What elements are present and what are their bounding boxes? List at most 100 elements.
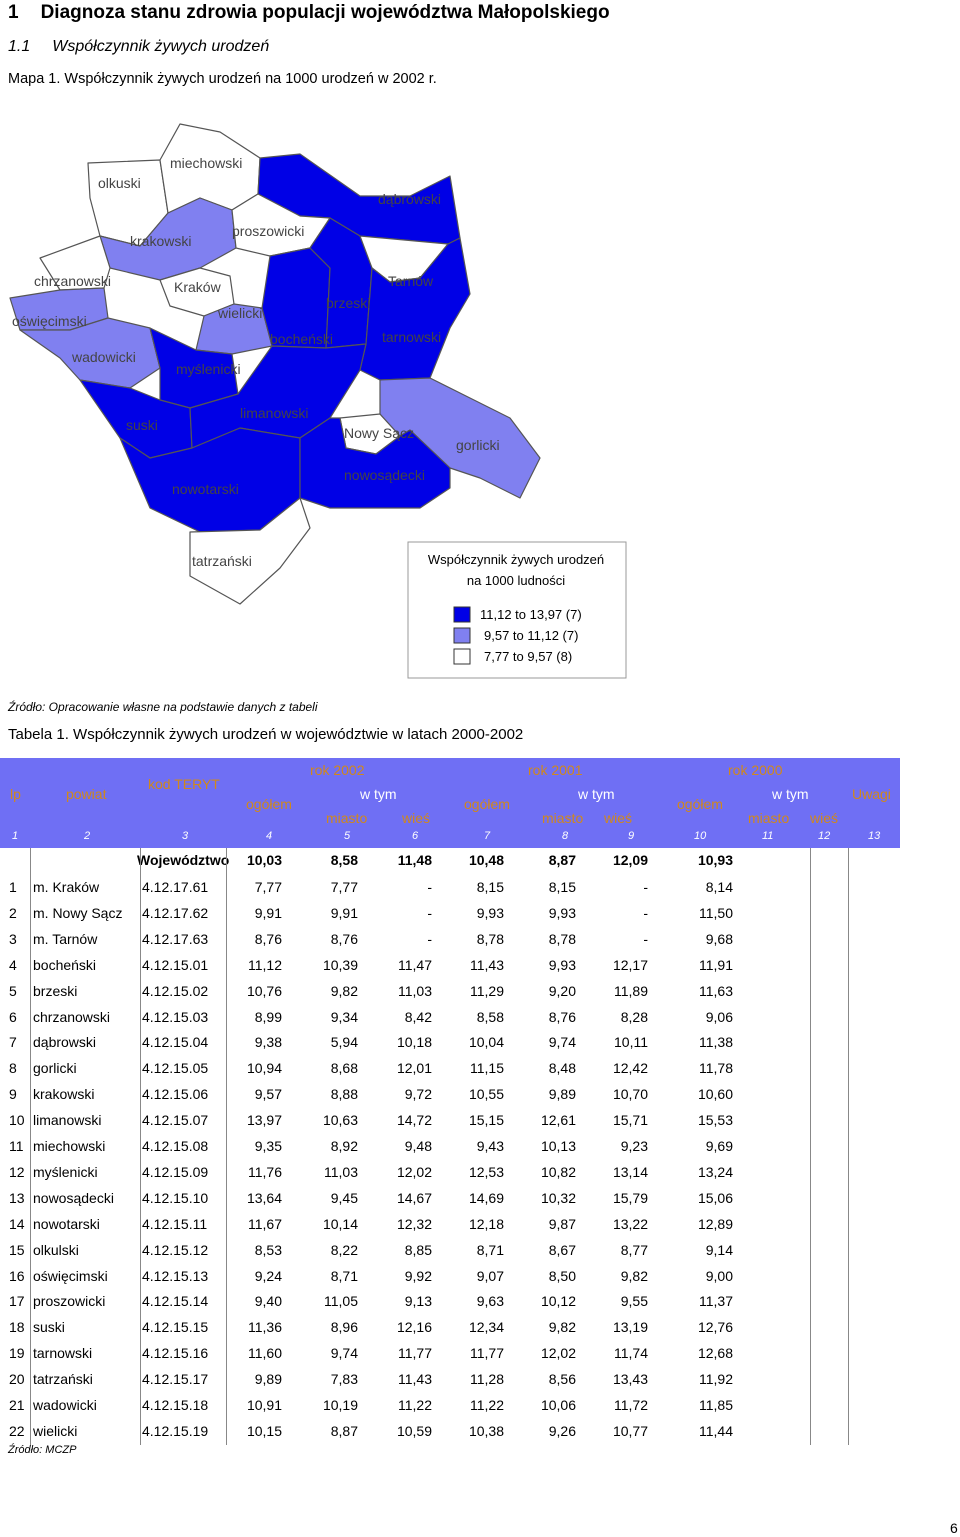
map-label: wielicki xyxy=(217,305,262,321)
table-row: 6 chrzanowski 4.12.15.03 8,99 9,34 8,42 8,58 8,… xyxy=(0,1005,900,1031)
cell-value: 11,67 xyxy=(248,1215,282,1232)
cell-value: 8,58 xyxy=(476,1008,504,1025)
cell-powiat: nowosądecki xyxy=(33,1189,114,1206)
header-miasto: miasto xyxy=(326,810,368,826)
cell-value: 11,50 xyxy=(699,904,733,921)
cell-value: 13,43 xyxy=(612,1371,648,1388)
table-row: 20 tatrzański 4.12.15.17 9,89 7,83 11,43 11,28… xyxy=(0,1367,900,1393)
col-number: 13 xyxy=(868,830,881,842)
cell-lp: 21 xyxy=(9,1397,25,1413)
cell-value: 8,76 xyxy=(548,1008,576,1025)
cell-powiat: olkulski xyxy=(33,1241,79,1258)
cell-value: 11,12 xyxy=(248,956,282,973)
cell-value: 10,14 xyxy=(322,1215,358,1232)
cell-value: 9,14 xyxy=(705,1241,733,1258)
cell-kod: 4.12.15.10 xyxy=(142,1189,209,1206)
map-label: bocheński xyxy=(270,331,333,347)
cell-value: - xyxy=(427,879,432,895)
map-label: suski xyxy=(126,417,158,433)
cell-value: 14,69 xyxy=(468,1189,504,1206)
header-wies: wieś xyxy=(810,810,839,826)
legend-item: 7,77 to 9,57 (8) xyxy=(484,649,572,664)
cell-value: 8,96 xyxy=(330,1319,358,1336)
cell-value: 9,82 xyxy=(330,982,358,999)
cell-value: 8,28 xyxy=(620,1008,648,1025)
cell-value: 9,40 xyxy=(254,1293,282,1310)
cell-kod: 4.12.15.17 xyxy=(142,1371,209,1388)
cell-value: 11,47 xyxy=(398,956,432,973)
table-row: 2 m. Nowy Sącz 4.12.17.62 9,91 9,91 - 9,93 9,93… xyxy=(0,901,900,927)
cell-value: 11,22 xyxy=(398,1397,432,1413)
header-kod: kod TERYT xyxy=(148,776,220,792)
table-row: 7 dąbrowski 4.12.15.04 9,38 5,94 10,18 10,04 9,… xyxy=(0,1030,900,1056)
total-value: 8,87 xyxy=(548,852,576,868)
cell-value: 10,76 xyxy=(246,982,282,999)
cell-kod: 4.12.17.61 xyxy=(142,879,209,895)
cell-powiat: m. Nowy Sącz xyxy=(33,904,123,921)
legend-item: 9,57 to 11,12 (7) xyxy=(484,628,578,643)
page-number: 6 xyxy=(950,1520,958,1536)
total-value: 12,09 xyxy=(612,852,648,868)
cell-value: 8,22 xyxy=(330,1241,358,1258)
cell-value: 11,63 xyxy=(699,982,733,999)
region-chrzanowski xyxy=(39,235,111,291)
map-label: olkuski xyxy=(98,175,141,191)
total-value: 10,48 xyxy=(468,852,504,868)
cell-value: 12,61 xyxy=(540,1112,576,1129)
cell-value: 10,18 xyxy=(396,1034,432,1051)
cell-value: 8,48 xyxy=(548,1060,576,1077)
cell-lp: 1 xyxy=(9,879,17,895)
cell-value: 10,12 xyxy=(540,1293,576,1310)
map-label: nowosądecki xyxy=(344,467,425,483)
cell-lp: 17 xyxy=(9,1293,25,1310)
cell-lp: 10 xyxy=(9,1112,25,1129)
col-number: 8 xyxy=(562,830,569,842)
col-number: 1 xyxy=(12,830,19,842)
cell-powiat: chrzanowski xyxy=(33,1008,111,1025)
cell-value: 11,28 xyxy=(470,1371,504,1388)
cell-lp: 20 xyxy=(9,1371,25,1388)
cell-value: 10,32 xyxy=(540,1189,576,1206)
cell-value: 13,19 xyxy=(612,1319,648,1336)
cell-value: 9,69 xyxy=(705,1138,733,1154)
cell-kod: 4.12.15.16 xyxy=(142,1345,209,1362)
table-row: 13 nowosądecki 4.12.15.10 13,64 9,45 14,67 14,… xyxy=(0,1186,900,1212)
header-wtym: w tym xyxy=(578,786,615,802)
map-label: tatrzański xyxy=(192,553,252,569)
table-row-total: Województwo 10,03 8,58 11,48 10,48 8,87 12,09 1… xyxy=(0,848,900,874)
region-tarnowski xyxy=(359,237,471,381)
cell-value: 11,85 xyxy=(699,1397,733,1413)
cell-lp: 14 xyxy=(9,1215,25,1232)
cell-value: 8,76 xyxy=(254,930,282,947)
cell-value: 15,53 xyxy=(697,1112,733,1129)
cell-value: 15,79 xyxy=(612,1189,648,1206)
legend-swatch xyxy=(453,648,471,665)
cell-value: 10,82 xyxy=(540,1163,576,1180)
map-label: krakowski xyxy=(130,233,191,249)
table-row: 11 miechowski 4.12.15.08 9,35 8,92 9,48 9,43 10… xyxy=(0,1134,900,1160)
cell-powiat: tatrzański xyxy=(33,1371,93,1388)
cell-value: 8,77 xyxy=(620,1241,648,1258)
cell-powiat: gorlicki xyxy=(33,1060,77,1077)
cell-value: 9,93 xyxy=(548,904,576,921)
cell-value: 11,74 xyxy=(614,1345,648,1362)
cell-value: 12,16 xyxy=(396,1319,432,1336)
grid-line xyxy=(140,848,141,1445)
cell-powiat: m. Kraków xyxy=(33,879,100,895)
cell-value: - xyxy=(643,904,648,921)
total-label: Województwo xyxy=(137,852,230,868)
cell-value: 11,43 xyxy=(398,1371,432,1388)
map-label: myślenicki xyxy=(176,361,241,377)
header-wies: wieś xyxy=(402,810,431,826)
header-rok2000: rok 2000 xyxy=(728,762,783,778)
cell-value: 10,04 xyxy=(468,1034,504,1051)
cell-value: 12,42 xyxy=(612,1060,648,1077)
cell-value: 9,87 xyxy=(548,1215,576,1232)
cell-value: 9,92 xyxy=(404,1267,432,1284)
header-wies: wieś xyxy=(604,810,633,826)
table-row: 3 m. Tarnów 4.12.17.63 8,76 8,76 - 8,78 8,78 - 9,… xyxy=(0,927,900,953)
cell-kod: 4.12.15.18 xyxy=(142,1397,209,1413)
cell-value: 9,89 xyxy=(548,1086,576,1103)
cell-powiat: bocheński xyxy=(33,956,97,973)
cell-value: 8,56 xyxy=(548,1371,576,1388)
